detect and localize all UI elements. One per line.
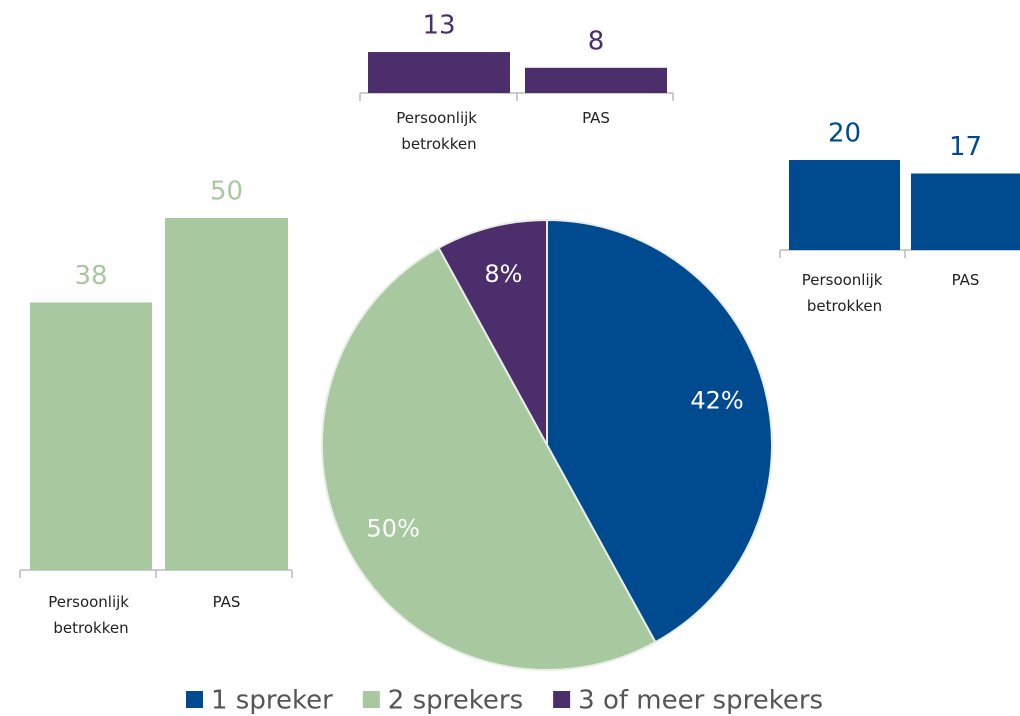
bar-value-label: 17: [949, 132, 982, 162]
bar-category-label: PAS: [582, 109, 610, 127]
pie-slice: [437, 218, 548, 446]
legend-label: 1 spreker: [211, 686, 333, 716]
slice-label: 50%: [367, 515, 420, 543]
bar: [525, 67, 667, 93]
legend-swatch: [553, 691, 571, 708]
pie-slice: [321, 246, 657, 671]
bar-category-label: Persoonlijk betrokken: [48, 593, 134, 637]
bar-value-label: 13: [422, 11, 455, 41]
bar: [368, 52, 510, 93]
slice-label: 42%: [690, 386, 743, 414]
bar-category-label: PAS: [213, 593, 241, 611]
bar-category-label: Persoonlijk betrokken: [396, 109, 482, 153]
bar: [911, 173, 1020, 250]
bar-value-label: 8: [588, 26, 605, 56]
legend-swatch: [362, 691, 380, 708]
bar-category-label: Persoonlijk betrokken: [802, 271, 888, 315]
legend-label: 3 of meer sprekers: [578, 686, 823, 716]
bar-category-label: PAS: [952, 271, 980, 289]
slice-label: 8%: [484, 260, 522, 288]
bar-value-label: 20: [828, 119, 861, 149]
pie-slice: [546, 218, 773, 644]
bar-value-label: 38: [74, 261, 107, 291]
legend-swatch: [186, 691, 203, 708]
bar: [789, 160, 900, 250]
legend-label: 2 sprekers: [388, 686, 523, 716]
bar: [165, 218, 288, 570]
bar-value-label: 50: [210, 177, 243, 207]
bar: [30, 302, 152, 570]
